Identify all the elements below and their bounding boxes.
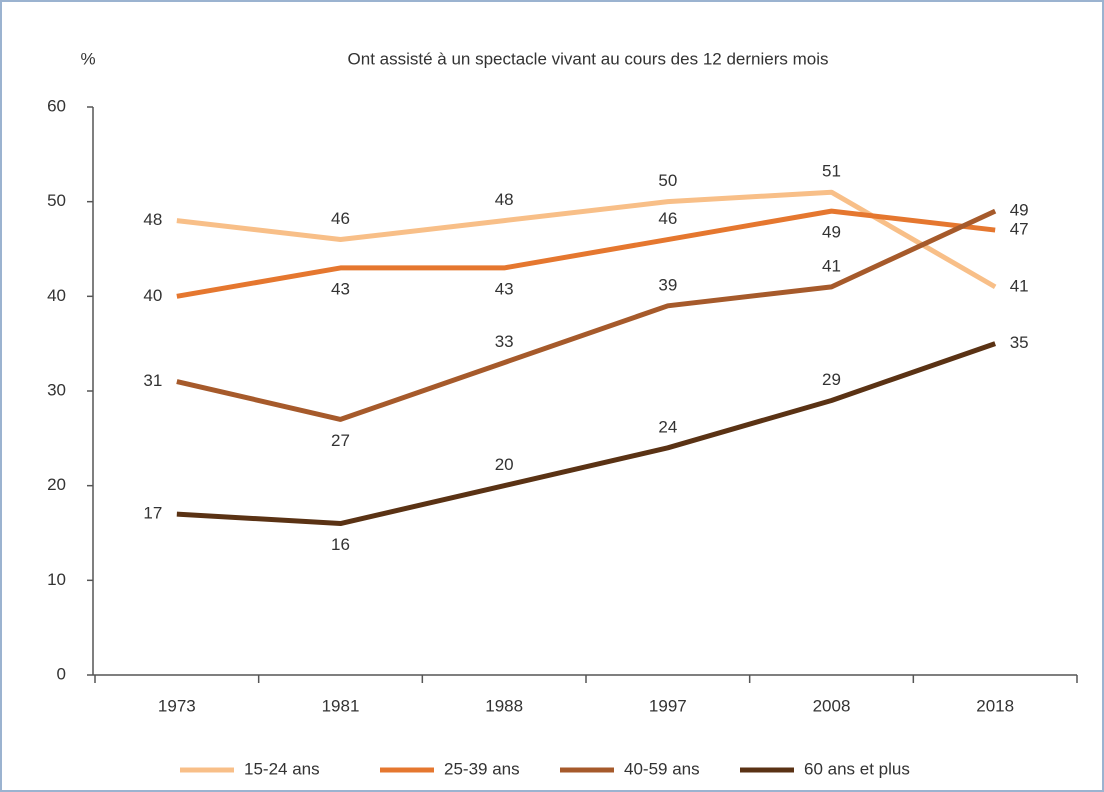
data-label: 48 [495, 190, 514, 209]
x-tick-label: 1988 [485, 696, 523, 715]
data-label: 16 [331, 535, 350, 554]
y-tick-label: 30 [47, 380, 66, 399]
x-tick-label: 1997 [649, 696, 687, 715]
data-label: 46 [331, 209, 350, 228]
data-label: 31 [143, 371, 162, 390]
series-line [176, 341, 996, 527]
legend-label: 15-24 ans [244, 759, 320, 778]
y-tick-label: 0 [57, 664, 66, 683]
data-label: 41 [822, 256, 841, 275]
data-label: 33 [495, 332, 514, 351]
data-label: 17 [143, 504, 162, 523]
x-tick-label: 2018 [976, 696, 1014, 715]
data-label: 43 [495, 279, 514, 298]
y-tick-label: 60 [47, 96, 66, 115]
data-label: 49 [822, 223, 841, 242]
data-label: 27 [331, 431, 350, 450]
x-tick-label: 2008 [813, 696, 851, 715]
data-label: 29 [822, 370, 841, 389]
y-tick-label: 40 [47, 286, 66, 305]
x-tick-label: 1973 [158, 696, 196, 715]
series-line [176, 208, 997, 422]
series-line [176, 189, 997, 290]
x-tick-label: 1981 [322, 696, 360, 715]
data-label: 50 [658, 171, 677, 190]
data-label: 40 [143, 286, 162, 305]
data-label: 49 [1010, 201, 1029, 220]
data-label: 48 [143, 210, 162, 229]
series-line [176, 208, 996, 299]
legend-label: 25-39 ans [444, 759, 520, 778]
data-label: 51 [822, 162, 841, 181]
y-axis-label: % [80, 49, 95, 68]
data-label: 46 [658, 209, 677, 228]
legend-label: 60 ans et plus [804, 759, 910, 778]
data-label: 39 [658, 275, 677, 294]
chart-title: Ont assisté à un spectacle vivant au cou… [348, 49, 829, 68]
y-tick-label: 10 [47, 570, 66, 589]
y-tick-label: 20 [47, 475, 66, 494]
data-label: 47 [1010, 220, 1029, 239]
legend-label: 40-59 ans [624, 759, 700, 778]
data-label: 24 [658, 417, 677, 436]
data-label: 41 [1010, 276, 1029, 295]
y-tick-label: 50 [47, 191, 66, 210]
data-label: 43 [331, 279, 350, 298]
data-label: 35 [1010, 333, 1029, 352]
data-label: 20 [495, 455, 514, 474]
